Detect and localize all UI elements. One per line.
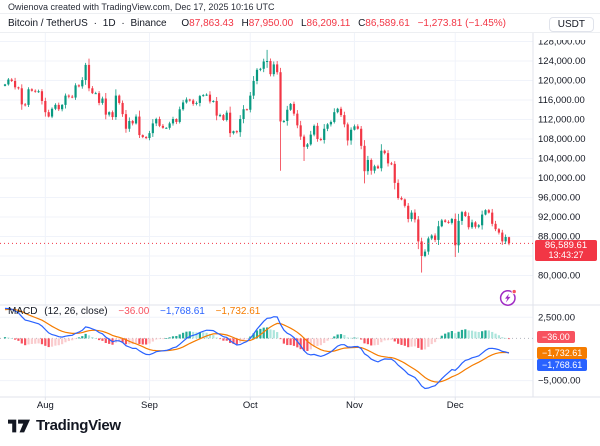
svg-text:112,000.00: 112,000.00 [538,115,585,126]
candlestick-series [3,49,511,273]
macd-name: MACD [8,306,38,317]
symbol-name[interactable]: Bitcoin / TetherUS [8,18,88,29]
macd-line-value: −1,768.61 [160,306,205,317]
svg-text:Nov: Nov [346,400,363,411]
open-value: 87,863.43 [189,18,234,29]
svg-text:80,000.00: 80,000.00 [538,271,580,282]
attribution-bar: Owienova created with TradingView.com, D… [0,0,600,14]
svg-text:Dec: Dec [447,400,464,411]
currency-unit-button[interactable]: USDT [548,17,594,32]
candle-countdown: 13:43:27 [548,250,584,260]
tradingview-logo[interactable]: TradingView [8,417,121,434]
close-value: 86,589.61 [365,18,410,29]
svg-text:128,000.00: 128,000.00 [538,37,586,48]
attribution-text: Owienova created with TradingView.com, D… [8,2,275,12]
high-value: 87,950.00 [248,18,294,29]
tradingview-logo-icon [8,419,30,432]
open-label: O [181,18,190,29]
svg-text:Oct: Oct [243,400,258,411]
svg-text:Sep: Sep [141,400,158,411]
change-value: −1,273.81 (−1.45%) [417,18,506,29]
svg-text:2,500.00: 2,500.00 [538,312,575,323]
lightning-circle-icon [499,288,517,306]
svg-text:88,000.00: 88,000.00 [538,232,580,243]
time-axis[interactable]: Aug Sep Oct Nov Dec [37,397,464,411]
macd-hist-axis-badge: −36.00 [537,331,575,343]
magic-ai-button[interactable] [498,287,519,308]
macd-signal-value: −1,732.61 [215,306,261,317]
macd-main-line [4,307,510,390]
svg-text:Aug: Aug [37,400,54,411]
separator-dot: · [121,18,125,29]
separator-dot: · [93,18,97,29]
low-value: 86,209.11 [306,18,351,29]
svg-text:92,000.00: 92,000.00 [538,212,580,223]
svg-text:96,000.00: 96,000.00 [538,193,580,204]
macd-params: (12, 26, close) [44,306,108,317]
macd-indicator-title[interactable]: MACD (12, 26, close) −36.00 −1,768.61 −1… [8,305,260,319]
macd-series [0,307,533,390]
ohlc-values: O87,863.43 H87,950.00 L86,209.11 C86,589… [176,18,506,29]
interval-label[interactable]: 1D [102,18,116,29]
svg-text:116,000.00: 116,000.00 [538,95,585,106]
svg-text:120,000.00: 120,000.00 [538,76,586,87]
low-label: L [300,18,307,29]
gridlines [0,33,533,397]
macd-hist-value: −36.00 [118,306,150,317]
last-price-value: 86,589.61 [544,240,588,251]
exchange-label: Binance [130,18,167,29]
svg-text:104,000.00: 104,000.00 [538,154,586,165]
last-price-badge: 86,589.61 13:43:27 [535,240,597,261]
macd-signal-axis-badge: −1,732.61 [537,347,588,359]
price-axis-labels[interactable]: 128,000.00 124,000.00 120,000.00 116,000.00… [538,37,586,387]
macd-line-axis-badge: −1,768.61 [537,359,588,371]
macd-signal-line [4,308,510,383]
svg-text:100,000.00: 100,000.00 [538,173,586,184]
pane-separators [0,33,600,398]
high-label: H [241,18,249,29]
svg-text:−5,000.00: −5,000.00 [538,376,581,387]
tradingview-logo-text: TradingView [36,417,121,434]
symbol-row: Bitcoin / TetherUS · 1D · Binance O87,86… [0,15,600,33]
svg-text:108,000.00: 108,000.00 [538,134,586,145]
close-label: C [358,18,366,29]
svg-text:124,000.00: 124,000.00 [538,56,586,67]
